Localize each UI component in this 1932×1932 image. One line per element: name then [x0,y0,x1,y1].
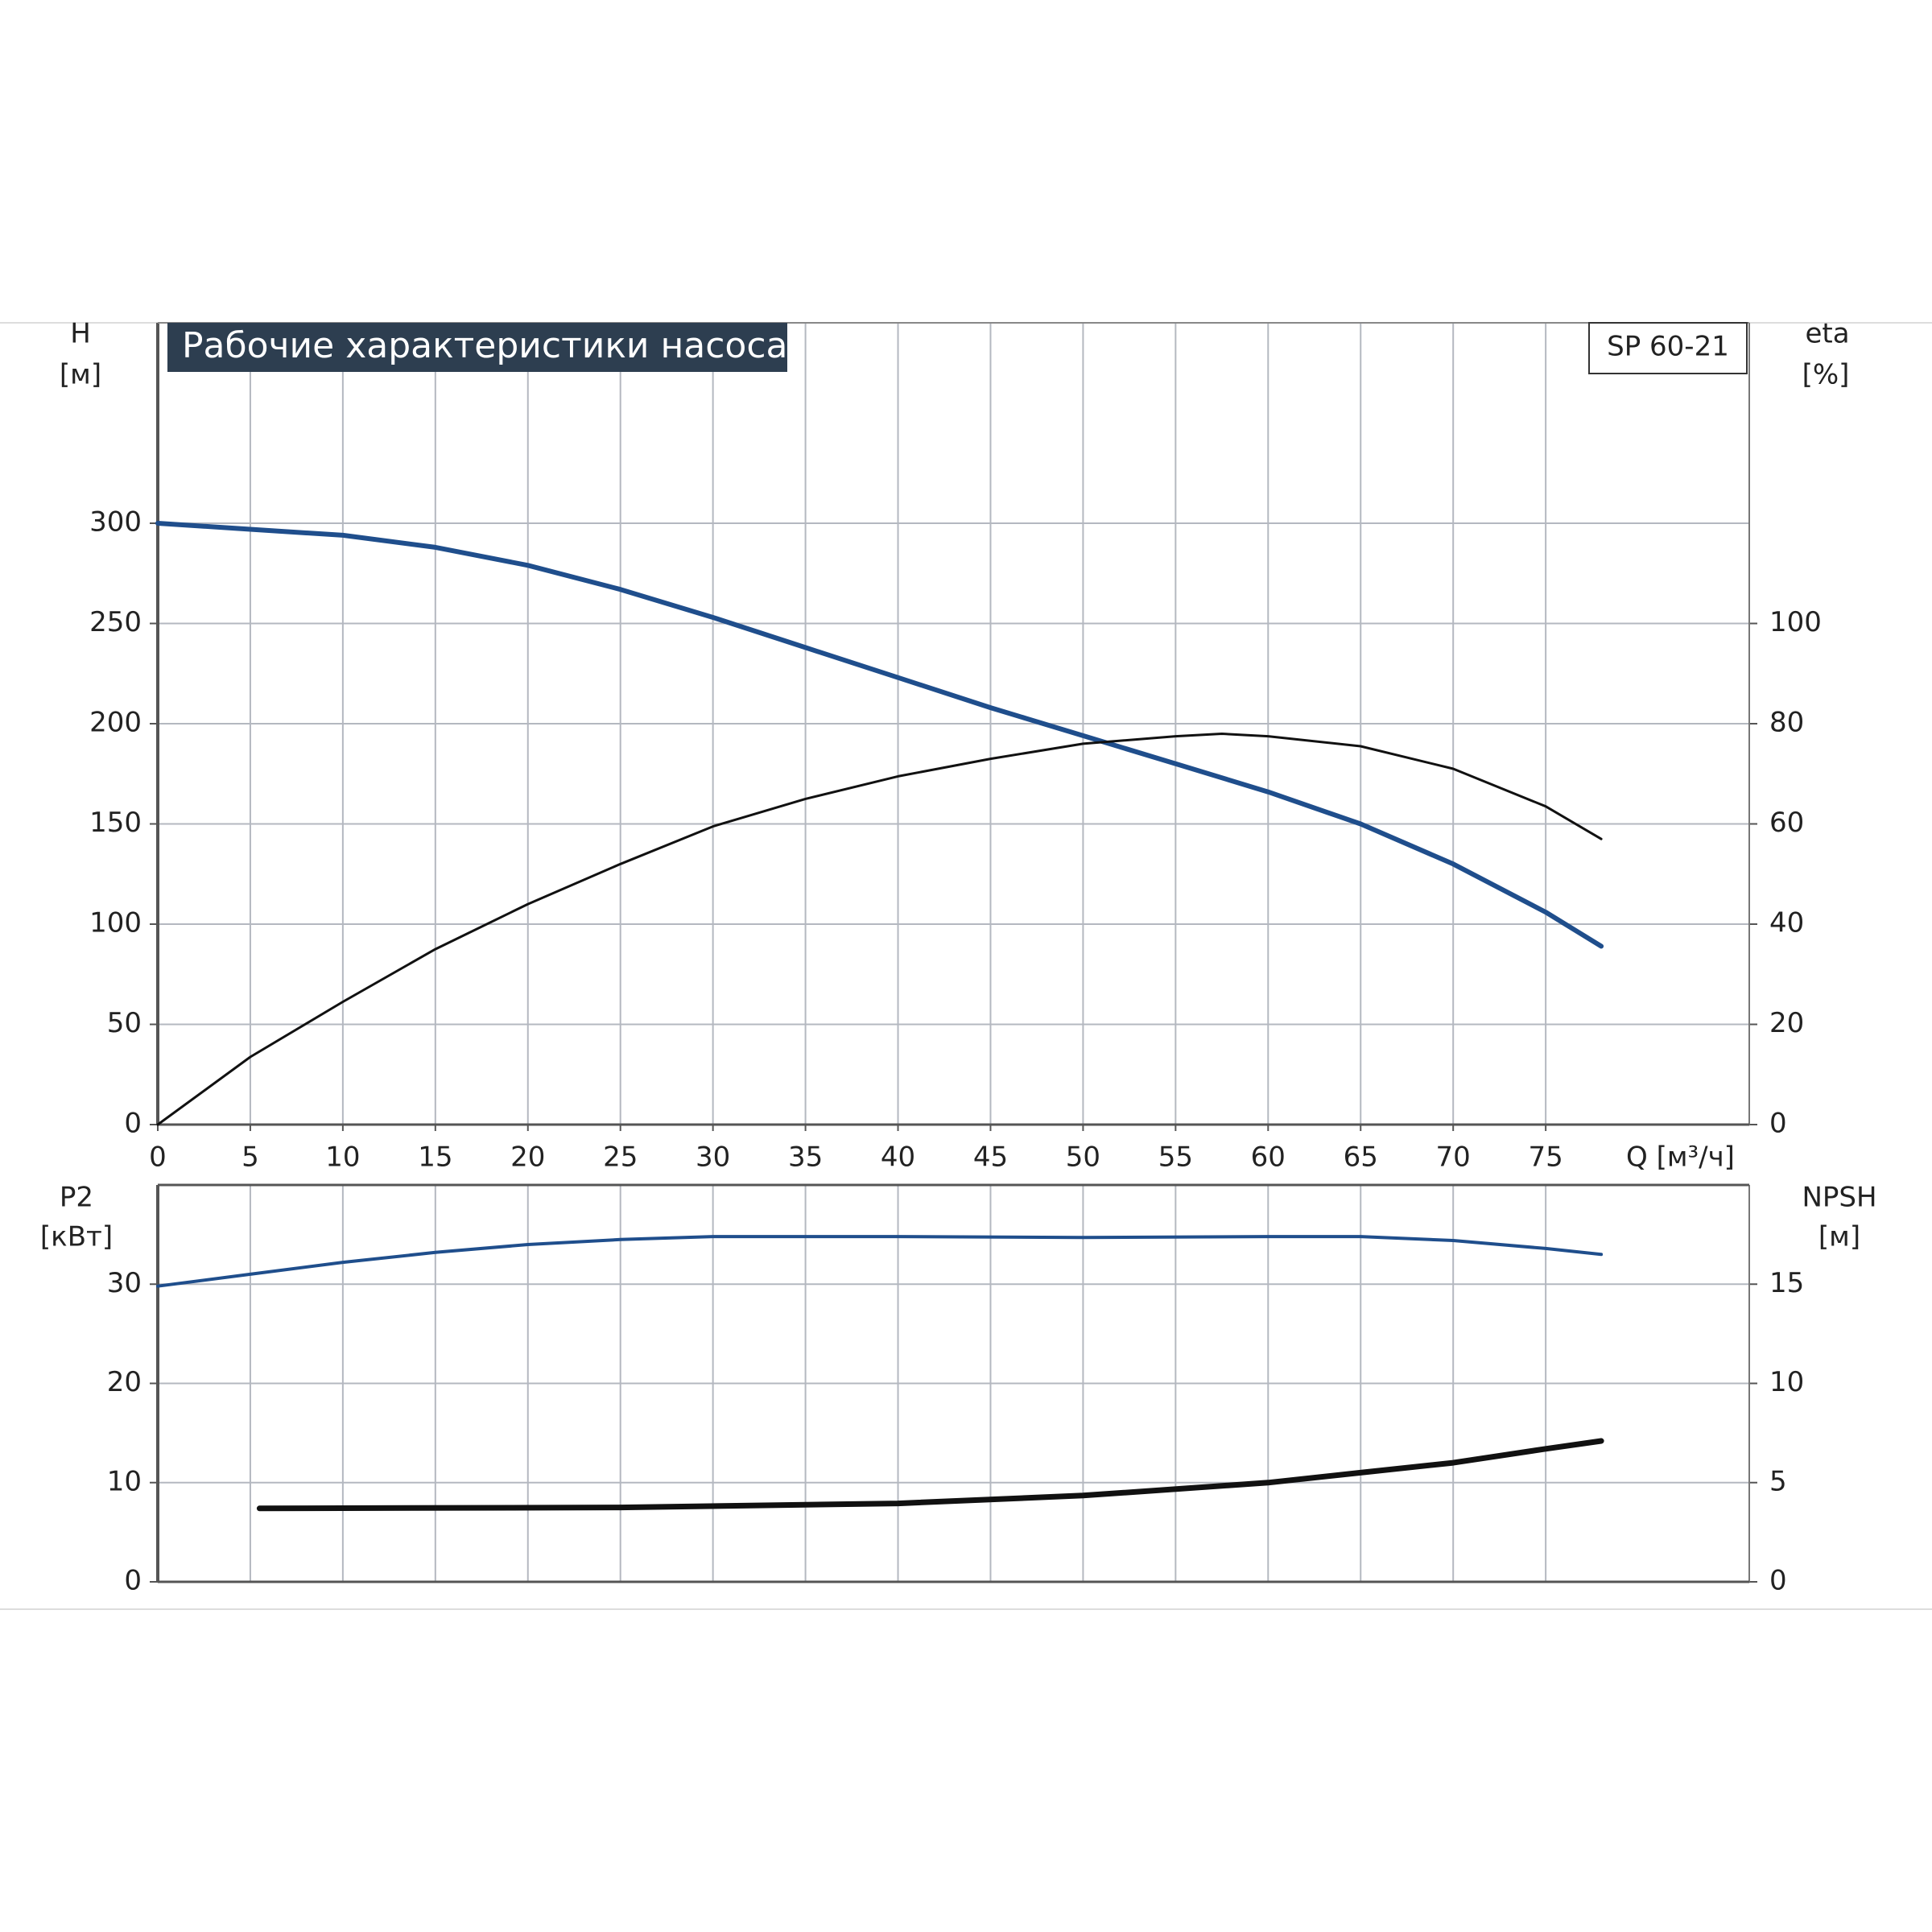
y2-tick-label: 10 [1769,1366,1804,1398]
x-tick-label: 10 [325,1141,360,1174]
y-tick-label: 250 [89,606,142,638]
x-tick-label: 70 [1436,1141,1471,1174]
curve [156,733,1603,1126]
y-tick-label: 30 [107,1267,142,1299]
y2-tick-label: 0 [1769,1108,1787,1140]
model-box [1588,322,1748,374]
y2-tick-label: 5 [1769,1465,1787,1497]
x-tick-label: 65 [1344,1141,1378,1174]
y-tick-label: 0 [124,1108,142,1140]
curve [155,521,1604,949]
y2-axis-unit: [%] [1802,359,1850,391]
x-tick-label: 20 [510,1141,545,1174]
y2-tick-label: 60 [1769,807,1804,839]
x-tick-label: 50 [1066,1141,1100,1174]
y2-tick-label: 40 [1769,907,1804,939]
y-axis-label: P2 [60,1182,93,1214]
y2-axis-label: eta [1805,318,1849,350]
x-tick-label: 55 [1158,1141,1193,1174]
x-tick-label: 75 [1528,1141,1563,1174]
x-tick-label: 5 [242,1141,259,1174]
x-tick-label: 25 [603,1141,638,1174]
title-box [167,323,787,372]
x-tick-label: 35 [788,1141,823,1174]
curve [256,1438,1604,1512]
y-tick-label: 200 [89,707,142,739]
x-tick-label: 15 [418,1141,452,1174]
y-tick-label: 0 [124,1565,142,1597]
x-tick-label: 40 [881,1141,915,1174]
y-axis-unit: [кВт] [40,1221,113,1253]
y-tick-label: 300 [89,506,142,539]
y-tick-label: 100 [89,907,142,939]
x-axis-label: Q [м³/ч] [1626,1141,1735,1174]
y2-tick-label: 80 [1769,707,1804,739]
y2-axis-unit: [м] [1818,1221,1860,1253]
y-axis-unit: [м] [60,359,101,391]
y-tick-label: 10 [107,1465,142,1497]
y2-axis-label: NPSH [1802,1182,1876,1214]
y2-tick-label: 0 [1769,1565,1787,1597]
y-tick-label: 50 [107,1007,142,1039]
y2-tick-label: 15 [1769,1267,1804,1299]
y2-tick-label: 20 [1769,1007,1804,1039]
y2-tick-label: 100 [1769,606,1822,638]
x-tick-label: 60 [1251,1141,1286,1174]
y-tick-label: 150 [89,807,142,839]
chart-title: Рабочие характеристики насоса [182,325,787,366]
curve [156,1235,1604,1288]
x-tick-label: 0 [149,1141,167,1174]
y-tick-label: 20 [107,1366,142,1398]
x-tick-label: 30 [696,1141,730,1174]
y-axis-label: H [70,318,91,350]
x-tick-label: 45 [973,1141,1008,1174]
model-label: SP 60-21 [1607,331,1729,363]
